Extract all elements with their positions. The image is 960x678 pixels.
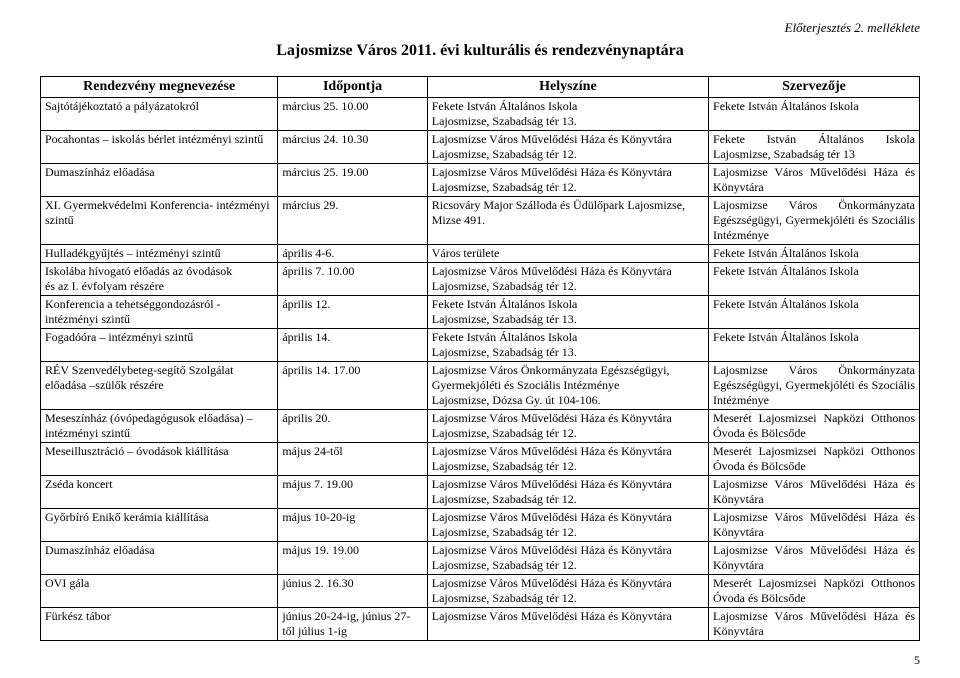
cell-date: április 14. 17.00 (278, 361, 427, 409)
page-number: 5 (40, 653, 920, 668)
col-place: Helyszíne (427, 77, 708, 98)
cell-org: Fekete István Általános Iskola (709, 262, 920, 295)
cell-name: Győrbíró Enikő kerámia kiállítása (41, 508, 278, 541)
cell-place: Lajosmizse Város Művelődési Háza és Köny… (427, 508, 708, 541)
table-header-row: Rendezvény megnevezése Időpontja Helyszí… (41, 77, 920, 98)
cell-name: Hulladékgyűjtés – intézményi szintű (41, 244, 278, 262)
cell-org: Fekete István Általános Iskola (709, 295, 920, 328)
cell-org: Meserét Lajosmizsei Napközi Otthonos Óvo… (709, 409, 920, 442)
cell-org: Meserét Lajosmizsei Napközi Otthonos Óvo… (709, 574, 920, 607)
cell-org: Lajosmizse Város Művelődési Háza és Köny… (709, 541, 920, 574)
cell-org: Fekete István Általános Iskola (709, 328, 920, 361)
cell-name: RÉV Szenvedélybeteg-segítő Szolgálat elő… (41, 361, 278, 409)
table-row: Zséda koncertmájus 7. 19.00Lajosmizse Vá… (41, 475, 920, 508)
table-row: Fogadóóra – intézményi szintűáprilis 14.… (41, 328, 920, 361)
table-row: Fürkész táborjúnius 20-24-ig, június 27-… (41, 607, 920, 640)
cell-name: Dumaszínház előadása (41, 541, 278, 574)
table-row: Iskolába hívogató előadás az óvodásokés … (41, 262, 920, 295)
cell-name: OVI gála (41, 574, 278, 607)
cell-place: Lajosmizse Város Művelődési Háza és Köny… (427, 262, 708, 295)
table-row: Hulladékgyűjtés – intézményi szintűápril… (41, 244, 920, 262)
cell-org: Fekete István Általános Iskola Lajosmizs… (709, 130, 920, 163)
cell-date: június 20-24-ig, június 27-től július 1-… (278, 607, 427, 640)
cell-name: Meseillusztráció – óvodások kiállítása (41, 442, 278, 475)
cell-date: március 25. 10.00 (278, 97, 427, 130)
cell-org: Lajosmizse Város Művelődési Háza és Köny… (709, 508, 920, 541)
cell-place: Fekete István Általános IskolaLajosmizse… (427, 295, 708, 328)
cell-name: XI. Gyermekvédelmi Konferencia- intézmén… (41, 196, 278, 244)
cell-name: Iskolába hívogató előadás az óvodásokés … (41, 262, 278, 295)
cell-org: Lajosmizse Város Önkormányzata Egészségü… (709, 196, 920, 244)
cell-place: Fekete István Általános IskolaLajosmizse… (427, 328, 708, 361)
cell-name: Konferencia a tehetséggondozásról - inté… (41, 295, 278, 328)
table-row: Konferencia a tehetséggondozásról - inté… (41, 295, 920, 328)
cell-date: április 12. (278, 295, 427, 328)
cell-date: április 7. 10.00 (278, 262, 427, 295)
cell-date: április 4-6. (278, 244, 427, 262)
cell-org: Meserét Lajosmizsei Napközi Otthonos Óvo… (709, 442, 920, 475)
cell-place: Lajosmizse Város Művelődési Háza és Köny… (427, 409, 708, 442)
col-name: Rendezvény megnevezése (41, 77, 278, 98)
col-org: Szervezője (709, 77, 920, 98)
table-row: Meseszínház (óvópedagógusok előadása) – … (41, 409, 920, 442)
cell-org: Fekete István Általános Iskola (709, 244, 920, 262)
cell-date: április 14. (278, 328, 427, 361)
col-date: Időpontja (278, 77, 427, 98)
cell-date: május 7. 19.00 (278, 475, 427, 508)
cell-date: március 29. (278, 196, 427, 244)
table-row: RÉV Szenvedélybeteg-segítő Szolgálat elő… (41, 361, 920, 409)
cell-place: Lajosmizse Város Művelődési Háza és Köny… (427, 475, 708, 508)
cell-org: Lajosmizse Város Művelődési Háza és Köny… (709, 163, 920, 196)
cell-name: Sajtótájékoztató a pályázatokról (41, 97, 278, 130)
cell-org: Lajosmizse Város Művelődési Háza és Köny… (709, 607, 920, 640)
cell-org: Fekete István Általános Iskola (709, 97, 920, 130)
cell-place: Lajosmizse Város Művelődési Háza és Köny… (427, 163, 708, 196)
cell-place: Lajosmizse Város Művelődési Háza és Köny… (427, 442, 708, 475)
table-row: OVI gálajúnius 2. 16.30Lajosmizse Város … (41, 574, 920, 607)
cell-place: Lajosmizse Város Művelődési Háza és Köny… (427, 130, 708, 163)
cell-name: Dumaszínház előadása (41, 163, 278, 196)
table-row: Sajtótájékoztató a pályázatokrólmárcius … (41, 97, 920, 130)
cell-place: Lajosmizse Város Művelődési Háza és Köny… (427, 541, 708, 574)
cell-name: Pocahontas – iskolás bérlet intézményi s… (41, 130, 278, 163)
cell-date: március 25. 19.00 (278, 163, 427, 196)
attachment-note: Előterjesztés 2. melléklete (40, 20, 920, 36)
cell-name: Meseszínház (óvópedagógusok előadása) – … (41, 409, 278, 442)
table-row: Meseillusztráció – óvodások kiállításamá… (41, 442, 920, 475)
cell-place: Fekete István Általános IskolaLajosmizse… (427, 97, 708, 130)
table-row: Dumaszínház előadásamárcius 25. 19.00Laj… (41, 163, 920, 196)
cell-place: Lajosmizse Város Művelődési Háza és Köny… (427, 574, 708, 607)
cell-date: június 2. 16.30 (278, 574, 427, 607)
cell-date: március 24. 10.30 (278, 130, 427, 163)
events-table: Rendezvény megnevezése Időpontja Helyszí… (40, 76, 920, 641)
cell-name: Zséda koncert (41, 475, 278, 508)
table-row: Győrbíró Enikő kerámia kiállításamájus 1… (41, 508, 920, 541)
cell-date: május 19. 19.00 (278, 541, 427, 574)
table-row: XI. Gyermekvédelmi Konferencia- intézmén… (41, 196, 920, 244)
page-title: Lajosmizse Város 2011. évi kulturális és… (40, 42, 920, 60)
cell-name: Fogadóóra – intézményi szintű (41, 328, 278, 361)
cell-place: Ricsováry Major Szálloda és Üdülőpark La… (427, 196, 708, 244)
table-row: Dumaszínház előadásamájus 19. 19.00Lajos… (41, 541, 920, 574)
cell-org: Lajosmizse Város Önkormányzata Egészségü… (709, 361, 920, 409)
cell-date: május 24-től (278, 442, 427, 475)
cell-place: Lajosmizse Város Önkormányzata Egészségü… (427, 361, 708, 409)
cell-org: Lajosmizse Város Művelődési Háza és Köny… (709, 475, 920, 508)
cell-place: Város területe (427, 244, 708, 262)
table-row: Pocahontas – iskolás bérlet intézményi s… (41, 130, 920, 163)
cell-name: Fürkész tábor (41, 607, 278, 640)
cell-place: Lajosmizse Város Művelődési Háza és Köny… (427, 607, 708, 640)
cell-date: május 10-20-ig (278, 508, 427, 541)
cell-date: április 20. (278, 409, 427, 442)
